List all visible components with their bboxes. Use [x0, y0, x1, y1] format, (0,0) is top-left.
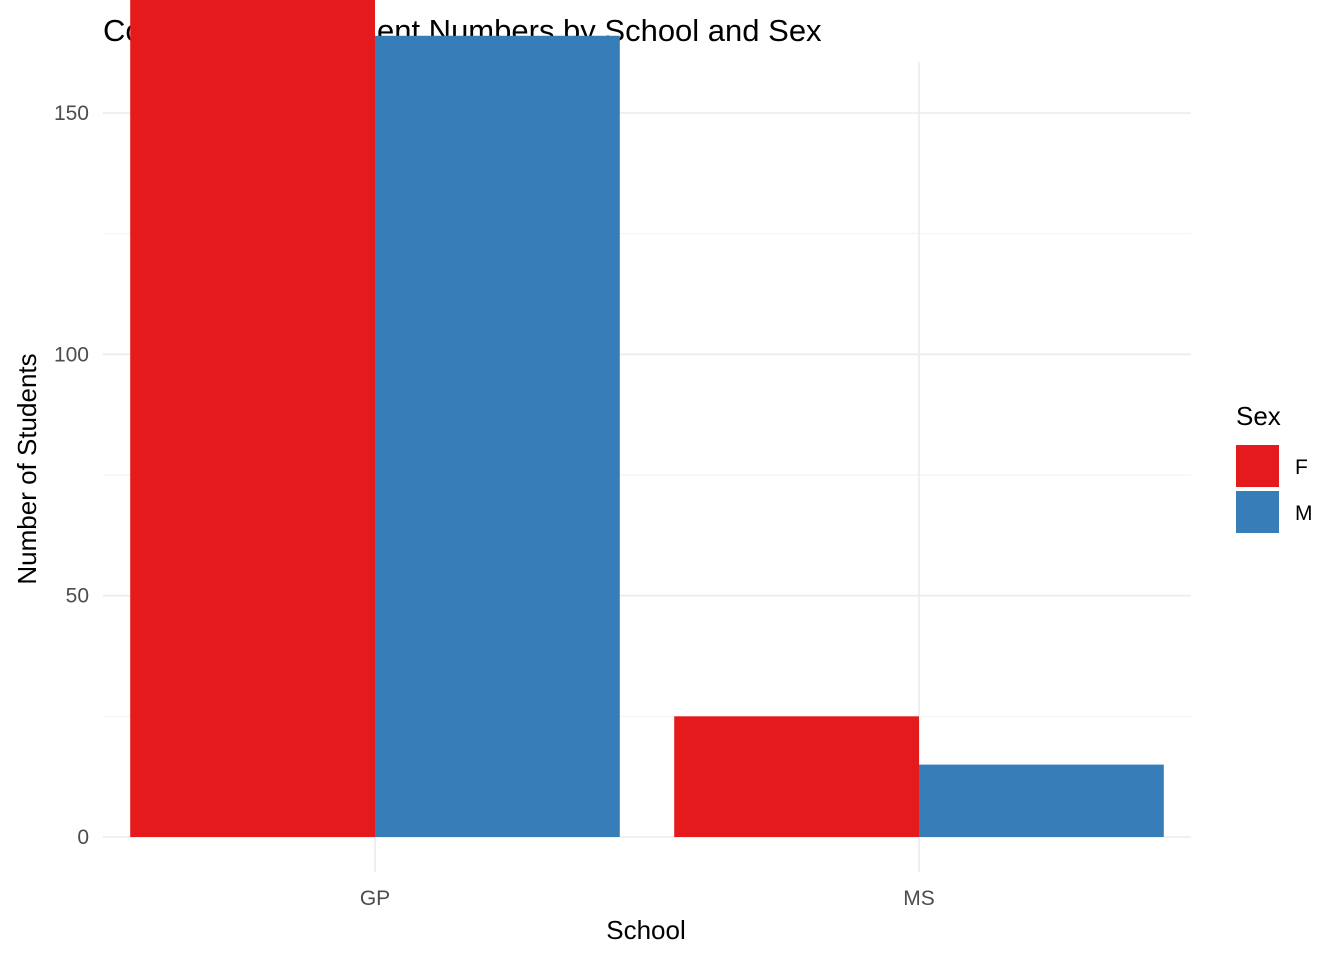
y-tick-label: 50 [66, 585, 89, 608]
y-tick-label: 150 [54, 102, 89, 125]
bar-ms-m [919, 764, 1164, 837]
legend-items: FM [1236, 445, 1313, 533]
y-tick-label: 0 [77, 826, 89, 849]
x-axis-title: School [606, 915, 686, 945]
bar-gp-m [375, 35, 620, 838]
x-axis-ticks: GP MS [360, 887, 935, 910]
x-tick-label: MS [903, 887, 935, 910]
y-axis-title: Number of Students [12, 353, 42, 584]
y-tick-label: 100 [54, 343, 89, 366]
bar-gp-f [130, 0, 375, 838]
y-axis-ticks: 0 50 100 150 [54, 102, 89, 849]
x-tick-label: GP [360, 887, 390, 910]
plot-area [103, 0, 1191, 872]
bar-ms-f [674, 716, 919, 837]
legend: Sex FM [1236, 401, 1313, 533]
legend-label-m: M [1295, 502, 1313, 525]
legend-title: Sex [1236, 401, 1281, 431]
legend-label-f: F [1295, 456, 1308, 479]
legend-key-m [1236, 491, 1279, 533]
legend-key-f [1236, 445, 1279, 487]
bars [130, 0, 1164, 838]
